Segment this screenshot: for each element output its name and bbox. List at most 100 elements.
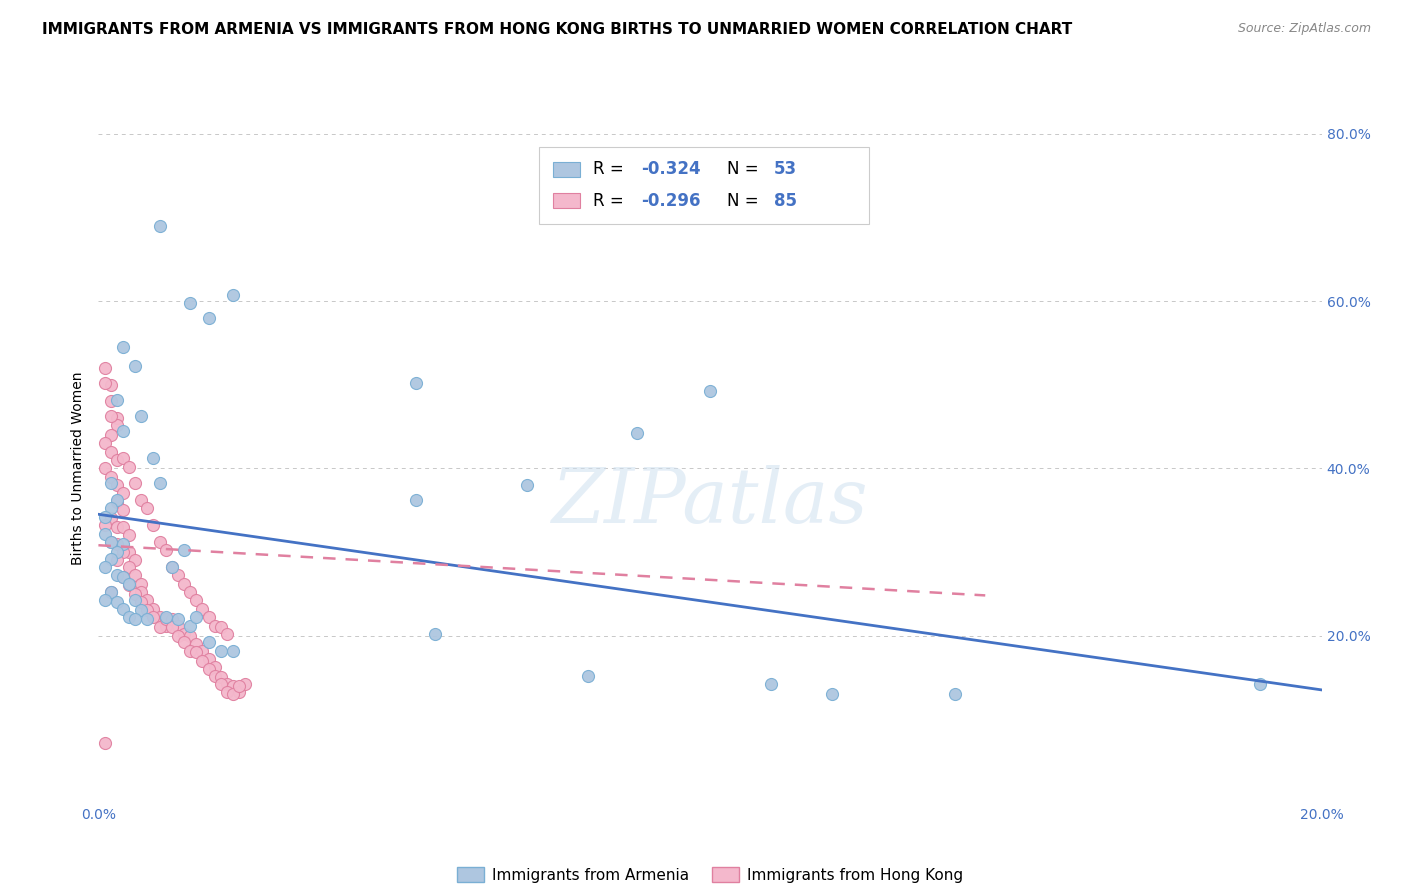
Point: [423, 627, 446, 641]
Point: [93, 436, 115, 450]
Point: [118, 459, 141, 474]
Point: [129, 409, 152, 424]
Point: [179, 295, 201, 310]
Point: [222, 687, 245, 701]
Point: [149, 219, 172, 233]
Point: [191, 602, 214, 616]
Point: [136, 501, 159, 516]
Point: [100, 394, 122, 409]
Point: [197, 610, 219, 624]
Point: [197, 635, 219, 649]
Point: [943, 687, 966, 701]
Point: [105, 545, 128, 559]
Point: [173, 627, 195, 641]
Point: [142, 610, 165, 624]
Point: [124, 568, 146, 582]
Point: [197, 310, 219, 325]
Point: [222, 643, 245, 657]
Text: Source: ZipAtlas.com: Source: ZipAtlas.com: [1237, 22, 1371, 36]
Point: [149, 476, 172, 491]
Point: [142, 602, 165, 616]
Point: [179, 585, 201, 599]
Point: [215, 685, 238, 699]
Point: [129, 603, 152, 617]
Point: [129, 576, 152, 591]
Point: [228, 685, 250, 699]
Point: [160, 620, 183, 634]
Point: [105, 520, 128, 534]
Point: [93, 461, 115, 475]
Point: [204, 660, 226, 674]
Point: [124, 476, 146, 491]
Point: [111, 451, 134, 466]
Point: [105, 453, 128, 467]
Point: [111, 424, 134, 438]
Point: [186, 637, 208, 651]
Text: ZIPatlas: ZIPatlas: [551, 465, 869, 539]
Point: [100, 535, 122, 549]
Point: [222, 679, 245, 693]
Point: [118, 610, 141, 624]
Point: [100, 469, 122, 483]
Point: [516, 478, 538, 492]
Point: [105, 478, 128, 492]
Point: [204, 669, 226, 683]
Point: [124, 587, 146, 601]
Text: N =: N =: [727, 161, 763, 178]
Point: [118, 528, 141, 542]
Point: [129, 493, 152, 508]
Point: [105, 411, 128, 425]
Point: [167, 612, 190, 626]
Point: [111, 340, 134, 354]
Point: [155, 612, 177, 626]
Point: [209, 670, 232, 684]
Point: [100, 535, 122, 549]
Point: [191, 654, 214, 668]
Point: [179, 643, 201, 657]
Point: [186, 610, 208, 624]
Point: [118, 545, 141, 559]
Point: [576, 669, 599, 683]
Point: [204, 618, 226, 632]
Point: [100, 585, 122, 599]
Y-axis label: Births to Unmarried Women: Births to Unmarried Women: [72, 372, 86, 565]
Point: [186, 593, 208, 607]
Point: [100, 551, 122, 566]
Point: [155, 610, 177, 624]
Text: R =: R =: [592, 161, 628, 178]
Point: [186, 645, 208, 659]
Point: [111, 602, 134, 616]
Point: [155, 618, 177, 632]
Point: [100, 501, 122, 516]
Point: [93, 526, 115, 541]
Point: [160, 560, 183, 574]
Point: [105, 553, 128, 567]
Point: [179, 618, 201, 632]
Point: [100, 428, 122, 442]
Point: [124, 553, 146, 567]
Point: [233, 677, 256, 691]
Point: [105, 392, 128, 407]
Point: [93, 593, 115, 607]
Bar: [538, 147, 869, 224]
Point: [173, 576, 195, 591]
Point: [179, 628, 201, 642]
Point: [626, 426, 648, 441]
Text: IMMIGRANTS FROM ARMENIA VS IMMIGRANTS FROM HONG KONG BIRTHS TO UNMARRIED WOMEN C: IMMIGRANTS FROM ARMENIA VS IMMIGRANTS FR…: [42, 22, 1073, 37]
Point: [699, 384, 721, 399]
Point: [93, 518, 115, 533]
Point: [222, 288, 245, 302]
Point: [215, 677, 238, 691]
Text: -0.296: -0.296: [641, 192, 702, 210]
Point: [173, 543, 195, 558]
Point: [129, 585, 152, 599]
Point: [100, 377, 122, 392]
Point: [191, 643, 214, 657]
Point: [111, 486, 134, 500]
Point: [111, 520, 134, 534]
Point: [124, 593, 146, 607]
Point: [142, 518, 165, 533]
Point: [118, 576, 141, 591]
Point: [129, 595, 152, 609]
Point: [136, 593, 159, 607]
